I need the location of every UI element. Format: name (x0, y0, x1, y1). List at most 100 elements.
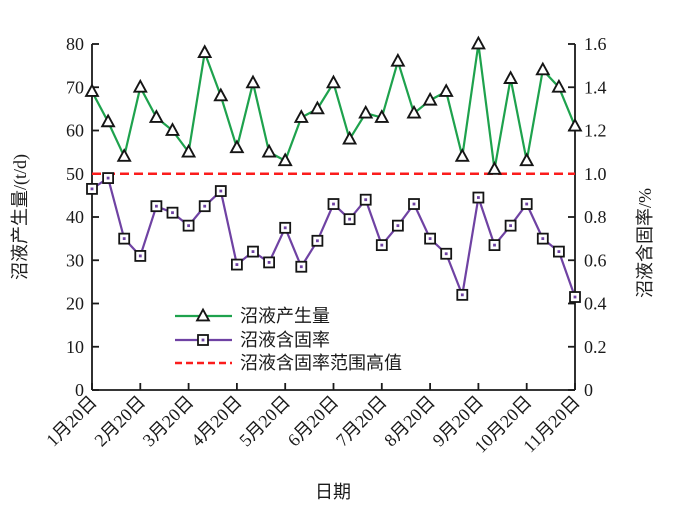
legend-item-solids-rate: 沼液含固率 (175, 330, 330, 350)
legend-item-threshold: 沼液含固率范围高值 (175, 353, 402, 373)
right-tick-label: 1.0 (584, 164, 607, 184)
marker-center-dot (219, 189, 223, 193)
marker-center-dot (122, 237, 126, 241)
production-marker (309, 100, 325, 115)
production-marker (503, 70, 519, 84)
left-tick-label: 10 (66, 337, 84, 357)
marker-center-dot (348, 217, 351, 221)
marker-center-dot (364, 198, 368, 202)
production-marker (148, 109, 164, 123)
left-axis-title: 沼液产生量/(t/d) (10, 154, 31, 280)
marker-center-dot (106, 176, 110, 180)
production-marker (422, 91, 438, 106)
production-marker (519, 152, 535, 167)
legend-label-solids-rate: 沼液含固率 (240, 330, 330, 350)
x-tick-label: 3月20日 (139, 392, 198, 451)
marker-center-dot (235, 263, 239, 266)
legend-label-production: 沼液产生量 (240, 306, 330, 326)
marker-center-dot (171, 211, 174, 215)
marker-center-dot (573, 295, 577, 299)
marker-center-dot (509, 224, 512, 228)
legend-label-threshold: 沼液含固率范围高值 (240, 353, 402, 373)
marker-center-dot (187, 224, 190, 228)
marker-center-dot (316, 239, 319, 243)
production-marker (438, 83, 454, 97)
marker-center-dot (283, 226, 287, 230)
solids-rate-line (91, 176, 577, 299)
production-marker (229, 139, 245, 154)
production-marker (293, 109, 309, 123)
production-marker (342, 130, 358, 145)
production-marker (277, 152, 293, 167)
legend-item-production: 沼液产生量 (175, 306, 330, 326)
left-tick-label: 60 (66, 121, 84, 141)
x-tick-label: 5月20日 (235, 392, 294, 451)
right-tick-label: 0.4 (584, 294, 607, 314)
series-layer (84, 35, 583, 303)
legend-swatch-line-triangle (175, 307, 232, 322)
x-tick-label: 1月20日 (42, 392, 101, 451)
legend-triangle-marker (195, 307, 211, 322)
production-marker (84, 83, 100, 97)
marker-center-dot (525, 202, 529, 206)
legend: 沼液产生量 沼液含固率 沼液含固率范围高值 (175, 306, 402, 373)
left-tick-label: 80 (66, 34, 84, 54)
production-marker (567, 117, 583, 132)
production-marker (164, 122, 181, 136)
production-marker (100, 113, 116, 128)
marker-center-dot (201, 338, 205, 342)
right-axis-title: 沼液含固率/% (635, 188, 655, 298)
marker-center-dot (412, 202, 416, 206)
x-axis-title: 日期 (315, 482, 351, 502)
right-tick-label: 1.6 (584, 34, 607, 54)
marker-center-dot (557, 250, 561, 253)
left-tick-label: 70 (66, 77, 84, 97)
production-marker (245, 74, 261, 89)
production-marker (261, 143, 277, 158)
production-marker (213, 87, 229, 102)
x-tick-label: 4月20日 (187, 392, 246, 451)
production-marker (325, 74, 342, 89)
marker-center-dot (460, 293, 464, 297)
left-tick-label: 40 (66, 207, 84, 227)
production-marker (551, 78, 567, 93)
production-marker (132, 78, 148, 93)
production-marker (486, 161, 503, 175)
marker-center-dot (428, 237, 432, 241)
marker-center-dot (477, 196, 480, 199)
right-tick-label: 0.6 (584, 250, 607, 270)
marker-center-dot (90, 187, 94, 191)
left-tick-label: 20 (66, 294, 84, 314)
left-tick-label: 0 (75, 380, 84, 400)
right-tick-label: 1.4 (584, 77, 607, 97)
x-tick-label: 8月20日 (380, 392, 439, 451)
production-marker (454, 148, 470, 162)
production-marker (374, 109, 390, 123)
production-marker (406, 104, 422, 119)
marker-center-dot (299, 265, 303, 269)
marker-center-dot (203, 204, 207, 208)
production-line (91, 43, 577, 170)
production-marker (358, 104, 374, 119)
marker-center-dot (380, 243, 384, 247)
production-marker (116, 148, 132, 162)
marker-center-dot (541, 237, 545, 241)
right-tick-label: 0.2 (584, 337, 607, 357)
marker-center-dot (138, 254, 142, 258)
x-tick-label: 7月20日 (332, 392, 391, 451)
right-tick-label: 1.2 (584, 121, 607, 141)
left-tick-label: 50 (66, 164, 84, 184)
left-tick-label: 30 (66, 250, 84, 270)
legend-swatch-line-square (175, 334, 232, 346)
production-marker (181, 143, 197, 158)
marker-center-dot (396, 224, 400, 228)
production-marker (470, 35, 486, 50)
right-tick-label: 0 (584, 380, 593, 400)
marker-center-dot (267, 261, 271, 264)
marker-center-dot (444, 252, 448, 256)
x-tick-label: 2月20日 (90, 392, 149, 451)
marker-center-dot (251, 250, 255, 253)
right-tick-label: 0.8 (584, 207, 607, 227)
